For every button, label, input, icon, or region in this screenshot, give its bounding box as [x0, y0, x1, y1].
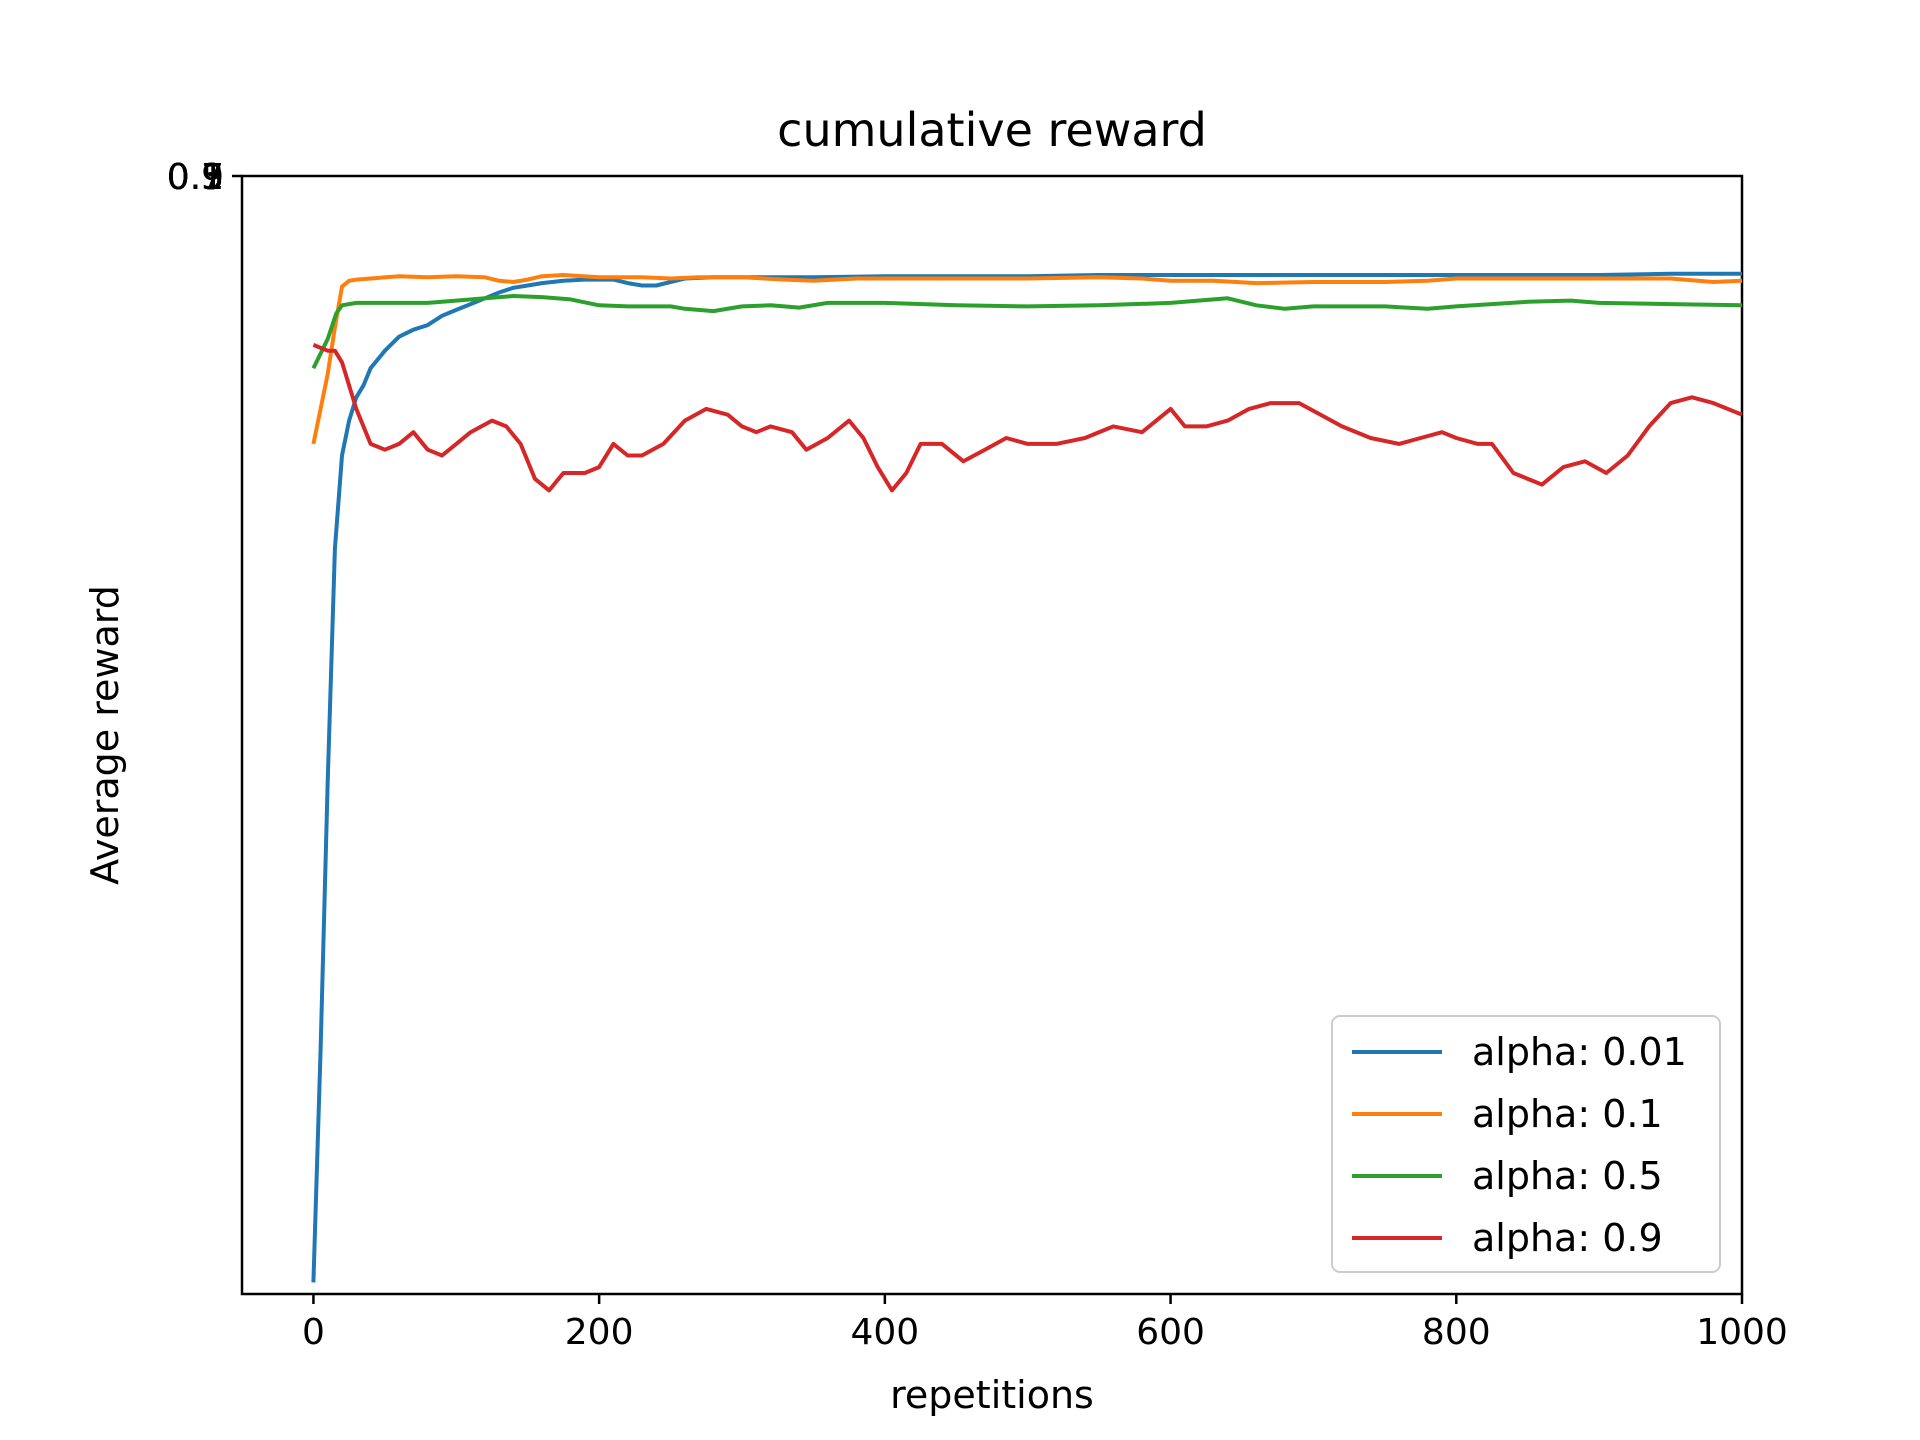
- chart-title: cumulative reward: [777, 103, 1207, 157]
- legend: alpha: 0.01 alpha: 0.1 alpha: 0.5 alpha: 0.…: [1331, 1015, 1721, 1273]
- series-line-1: [311, 273, 1743, 445]
- series-line-2: [311, 294, 1743, 370]
- legend-label-1: alpha: 0.1: [1472, 1092, 1663, 1136]
- y-axis-ticks: 0.10.30.50.70.91: [167, 157, 242, 198]
- x-tick-label: 600: [1136, 1312, 1205, 1353]
- plot-area: [240, 174, 1744, 1296]
- legend-frame: [1331, 1015, 1721, 1273]
- plot-frame: [240, 174, 1744, 1296]
- y-tick-label: 0.1: [167, 157, 224, 198]
- y-axis-label: Average reward: [83, 585, 127, 885]
- y-tick-label: 0.5: [167, 157, 224, 198]
- legend-label-0: alpha: 0.01: [1472, 1030, 1687, 1074]
- x-tick-label: 800: [1422, 1312, 1491, 1353]
- y-tick-label: 1: [201, 157, 224, 198]
- y-tick-label: 0.9: [167, 157, 224, 198]
- x-tick-label: 200: [565, 1312, 634, 1353]
- x-tick-label: 1000: [1696, 1312, 1788, 1353]
- series-line-0: [311, 271, 1742, 1283]
- x-axis-ticks: 0 200 400 600 800 1000: [302, 1294, 1788, 1353]
- series-line-3: [312, 343, 1743, 493]
- x-axis-label: repetitions: [890, 1373, 1094, 1417]
- x-tick-label: 0: [302, 1312, 325, 1353]
- series-group: [311, 271, 1743, 1283]
- y-tick-label: 0.7: [167, 157, 224, 198]
- x-tick-label: 400: [850, 1312, 919, 1353]
- legend-label-3: alpha: 0.9: [1472, 1216, 1663, 1260]
- legend-label-2: alpha: 0.5: [1472, 1154, 1663, 1198]
- y-tick-label: 0.3: [167, 157, 224, 198]
